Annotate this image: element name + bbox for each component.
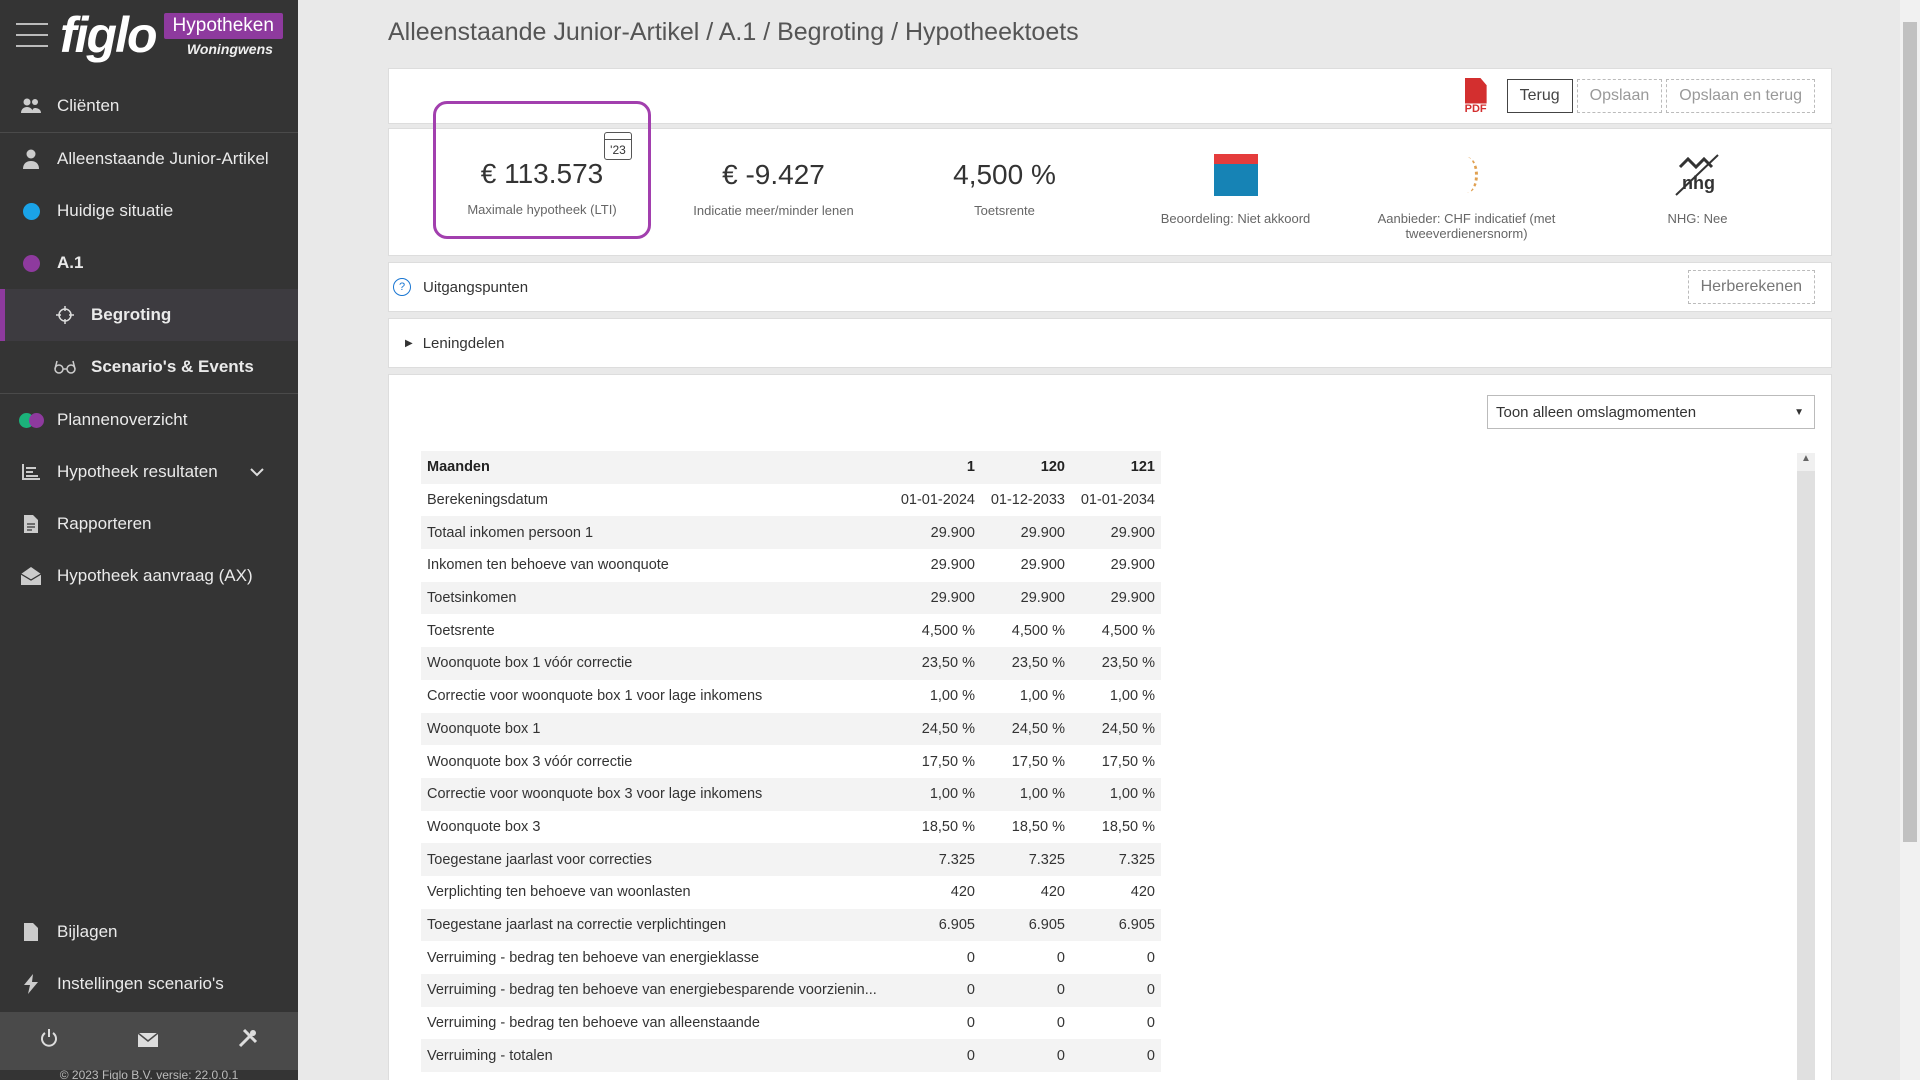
plans-duo-icon bbox=[18, 412, 44, 428]
sidebar-item-scenarios[interactable]: Scenario's & Events bbox=[0, 341, 298, 393]
table-row: Verruiming - bedrag ten behoeve van ener… bbox=[421, 974, 1161, 1007]
summary-card: PDF Terug Opslaan Opslaan en terug bbox=[388, 68, 1832, 124]
glasses-icon bbox=[54, 356, 76, 378]
uitgangspunten-label: Uitgangspunten bbox=[423, 278, 529, 296]
save-button[interactable]: Opslaan bbox=[1576, 79, 1663, 113]
table-row: Woonquote box 1 vóór correctie 23,50 % 23,… bbox=[421, 647, 1161, 680]
uitgangspunten-panel[interactable]: ? Uitgangspunten Herberekenen bbox=[388, 262, 1832, 312]
page-scroll-thumb[interactable] bbox=[1903, 22, 1917, 842]
svg-text:nhg: nhg bbox=[1682, 173, 1715, 193]
kpi-nhg: nhg NHG: Nee bbox=[1582, 129, 1813, 255]
sidebar-item-hypotheek-aanvraag[interactable]: Hypotheek aanvraag (AX) bbox=[0, 550, 298, 602]
back-button[interactable]: Terug bbox=[1506, 79, 1573, 113]
recalculate-button[interactable]: Herberekenen bbox=[1687, 270, 1815, 304]
max-mortgage-label: Maximale hypotheek (LTI) bbox=[467, 202, 617, 217]
scroll-up-icon[interactable]: ▲ bbox=[1797, 453, 1815, 471]
hamburger-menu-icon[interactable] bbox=[16, 23, 48, 47]
table-scrollbar[interactable]: ▲ bbox=[1797, 453, 1815, 1080]
brand-bar: figlo Hypotheken Woningwens bbox=[0, 0, 298, 70]
table-row: Woonquote box 3 18,50 % 18,50 % 18,50 % bbox=[421, 810, 1161, 844]
sidebar-item-begroting[interactable]: Begroting bbox=[0, 289, 298, 341]
rating-flag-icon bbox=[1213, 154, 1258, 196]
breadcrumb: Alleenstaande Junior-Artikel / A.1 / Beg… bbox=[388, 18, 1079, 46]
sidebar: figlo Hypotheken Woningwens Cliënten All… bbox=[0, 0, 298, 1080]
table-row: Correctie voor woonquote box 1 voor lage… bbox=[421, 679, 1161, 713]
product-subtitle: Woningwens bbox=[186, 41, 273, 57]
sidebar-item-a1[interactable]: A.1 bbox=[0, 237, 298, 289]
table-row: Toetsrente 4,500 % 4,500 % 4,500 % bbox=[421, 614, 1161, 648]
sidebar-item-bijlagen[interactable]: Bijlagen bbox=[0, 906, 298, 958]
chevron-down-icon[interactable] bbox=[250, 464, 264, 481]
bolt-icon bbox=[20, 973, 42, 995]
kpi-indication: € -9.427 Indicatie meer/minder lenen bbox=[693, 159, 854, 218]
main-content: Alleenstaande Junior-Artikel / A.1 / Beg… bbox=[388, 0, 1832, 1080]
page-scrollbar[interactable] bbox=[1900, 0, 1920, 1080]
table-row: Woonquote box 1 24,50 % 24,50 % 24,50 % bbox=[421, 712, 1161, 746]
pdf-export-icon[interactable]: PDF bbox=[1464, 77, 1487, 115]
kpi-rating: Beoordeling: Niet akkoord bbox=[1120, 129, 1351, 255]
envelope-icon[interactable] bbox=[137, 1030, 159, 1053]
kpi-max-mortgage[interactable]: '23 € 113.573 Maximale hypotheek (LTI) bbox=[433, 101, 651, 239]
tools-icon[interactable] bbox=[238, 1028, 258, 1054]
help-icon[interactable]: ? bbox=[393, 278, 411, 296]
table-row: Verruiming - totalen 0 0 0 bbox=[421, 1039, 1161, 1073]
user-icon bbox=[20, 148, 42, 170]
dropdown-arrow-icon: ▼ bbox=[1794, 406, 1804, 418]
table-row: Inkomen ten behoeve van woonquote 29.900 2… bbox=[421, 549, 1161, 582]
max-mortgage-value: € 113.573 bbox=[480, 158, 604, 189]
nhg-logo-icon: nhg bbox=[1674, 151, 1722, 199]
attachment-icon bbox=[20, 921, 42, 943]
table-header-row: Maanden 1 120 121 bbox=[421, 451, 1161, 484]
table-row: Verruiming - jaarlijkse annuïteitenfacto… bbox=[421, 1072, 1161, 1080]
users-icon bbox=[20, 95, 42, 117]
report-icon bbox=[20, 513, 42, 535]
sidebar-item-rapporteren[interactable]: Rapporteren bbox=[0, 498, 298, 550]
sidebar-item-client[interactable]: Alleenstaande Junior-Artikel bbox=[0, 133, 298, 185]
table-row: Toegestane jaarlast na correctie verplic… bbox=[421, 908, 1161, 942]
table-row: Verruiming - bedrag ten behoeve van alle… bbox=[421, 1006, 1161, 1040]
kpi-provider: Aanbieder: CHF indicatief (met tweeverdi… bbox=[1351, 129, 1582, 255]
sidebar-item-huidige-situatie[interactable]: Huidige situatie bbox=[0, 185, 298, 237]
product-badge: Hypotheken bbox=[163, 13, 283, 39]
filter-select[interactable]: Toon alleen omslagmomenten ▼ bbox=[1487, 395, 1815, 429]
save-and-back-button[interactable]: Opslaan en terug bbox=[1666, 79, 1815, 113]
blue-dot-icon bbox=[22, 202, 40, 220]
table-row: Toegestane jaarlast voor correcties 7.325… bbox=[421, 843, 1161, 876]
mail-open-icon bbox=[20, 565, 42, 587]
figlo-logo: figlo bbox=[60, 7, 158, 63]
calculation-table-card: Toon alleen omslagmomenten ▼ Maanden 1 1… bbox=[388, 374, 1832, 1080]
caret-right-icon[interactable]: ▶ bbox=[405, 337, 413, 349]
kpi-card: '23 € 113.573 Maximale hypotheek (LTI) €… bbox=[388, 101, 1832, 256]
table-row: Verruiming - bedrag ten behoeve van ener… bbox=[421, 941, 1161, 974]
sidebar-nav: Cliënten Alleenstaande Junior-Artikel Hu… bbox=[0, 80, 298, 602]
target-icon bbox=[54, 304, 76, 326]
table-row: Woonquote box 3 vóór correctie 17,50 % 17,… bbox=[421, 745, 1161, 778]
power-icon[interactable] bbox=[40, 1029, 58, 1053]
calendar-icon: '23 bbox=[604, 132, 632, 160]
purple-dot-icon bbox=[22, 254, 40, 272]
sidebar-bottom-nav: Bijlagen Instellingen scenario's bbox=[0, 906, 298, 1010]
chart-icon bbox=[20, 461, 42, 483]
provider-loading-icon bbox=[1456, 157, 1478, 193]
sidebar-footer bbox=[0, 1012, 298, 1070]
calculation-table: Maanden 1 120 121 Berekeningsdatum 01-01-… bbox=[421, 451, 1161, 1080]
leningdelen-panel[interactable]: ▶ Leningdelen bbox=[388, 318, 1832, 368]
sidebar-item-plannenoverzicht[interactable]: Plannenoverzicht bbox=[0, 394, 298, 446]
table-row: Verplichting ten behoeve van woonlasten 4… bbox=[421, 875, 1161, 909]
sidebar-item-instellingen[interactable]: Instellingen scenario's bbox=[0, 958, 298, 1010]
leningdelen-label: Leningdelen bbox=[422, 334, 505, 352]
version-text: © 2023 Figlo B.V. versie: 22.0.0.1 bbox=[0, 1070, 298, 1080]
kpi-rate: 4,500 % Toetsrente bbox=[953, 159, 1056, 218]
table-row: Berekeningsdatum 01-01-2024 01-12-2033 01-0… bbox=[421, 483, 1161, 517]
sidebar-item-clienten[interactable]: Cliënten bbox=[0, 80, 298, 132]
toolbar: PDF Terug Opslaan Opslaan en terug bbox=[389, 69, 1831, 123]
table-row: Correctie voor woonquote box 3 voor lage… bbox=[421, 777, 1161, 811]
table-row: Toetsinkomen 29.900 29.900 29.900 bbox=[421, 581, 1161, 615]
table-row: Totaal inkomen persoon 1 29.900 29.900 29.9… bbox=[421, 516, 1161, 550]
sidebar-item-hypotheek-resultaten[interactable]: Hypotheek resultaten bbox=[0, 446, 298, 498]
